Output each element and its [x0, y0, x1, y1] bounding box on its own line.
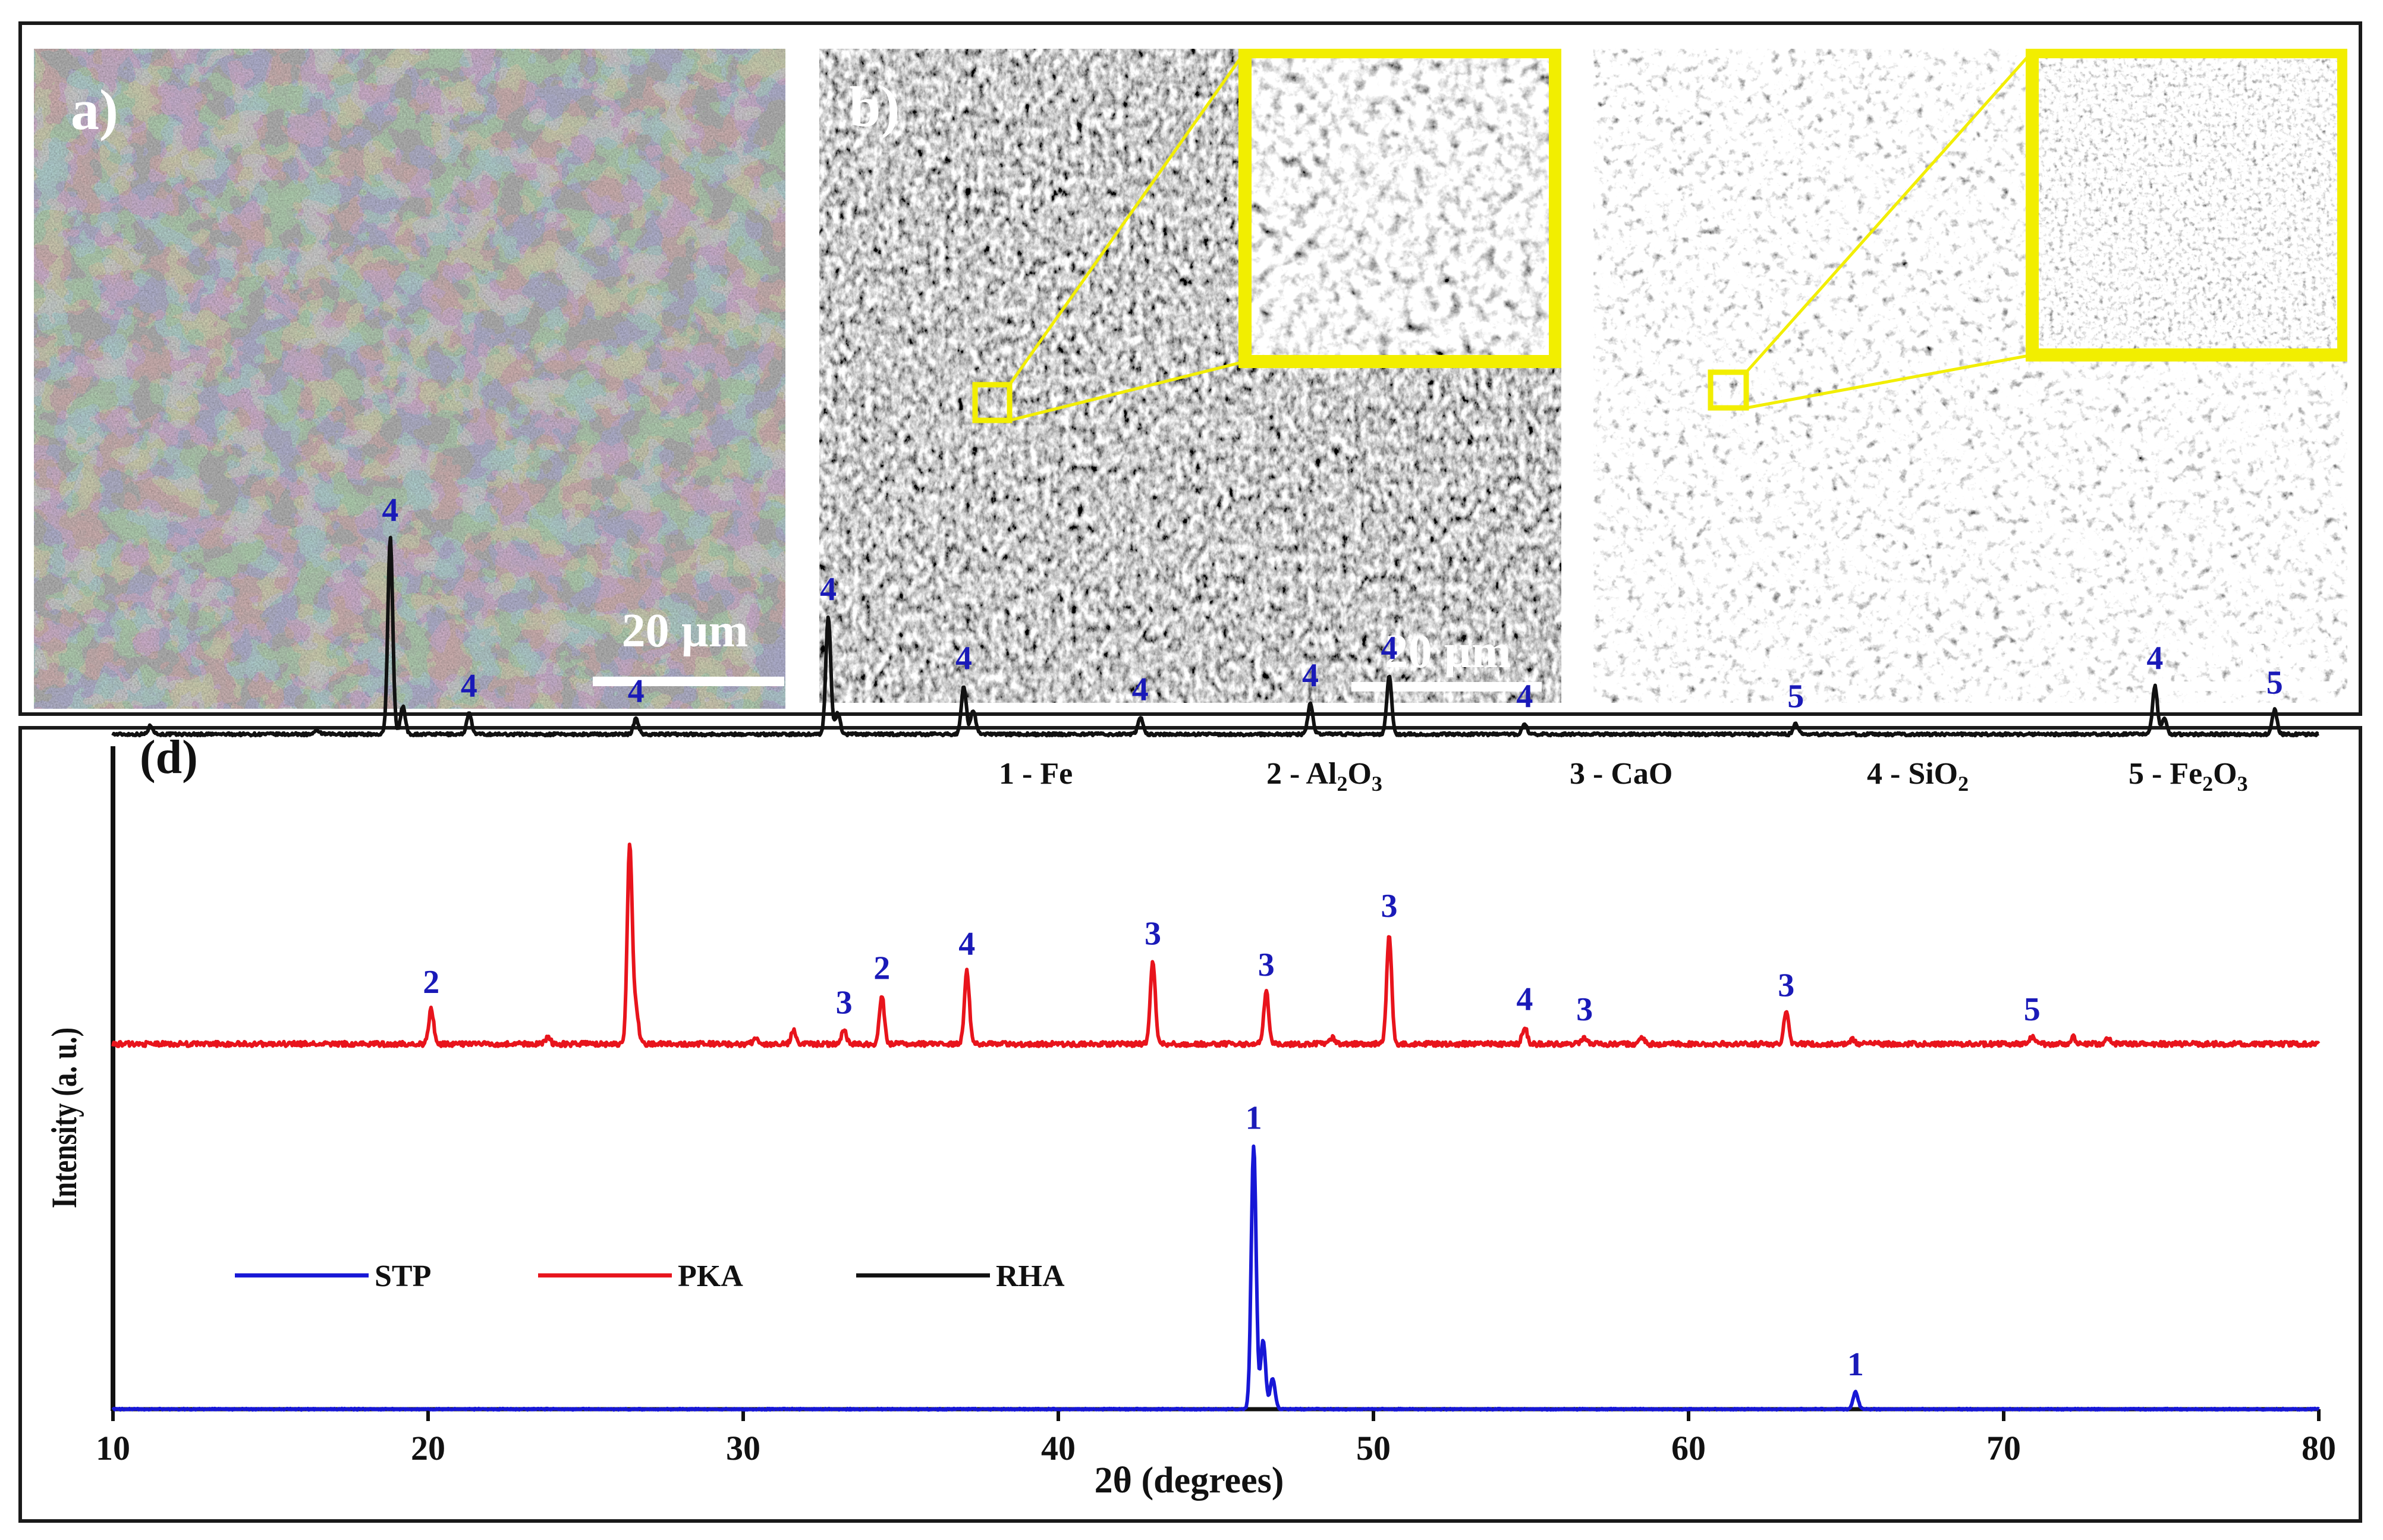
x-tick-label: 10	[96, 1429, 130, 1467]
panel-label-c: c)	[1611, 69, 1656, 133]
peak-label: 1	[1847, 1346, 1864, 1383]
peak-label: 4	[382, 492, 398, 529]
peak-label: 3	[1145, 916, 1161, 953]
legend-label-rha: RHA	[996, 1259, 1065, 1293]
scale-bar-c	[2145, 681, 2337, 691]
series-line-pka	[111, 843, 2321, 1048]
peak-label: 4	[628, 673, 645, 710]
peak-label: 5	[2024, 991, 2041, 1028]
peak-label: 3	[1778, 967, 1794, 1004]
phase-legend-2: 2 - Al2O3	[1266, 757, 1382, 796]
scale-bar-a	[593, 677, 784, 686]
x-tick-label: 20	[411, 1429, 445, 1467]
peak-label: 4	[1381, 630, 1398, 667]
sem-image-c: c) 20 µm	[1593, 49, 2347, 703]
peak-label: 3	[1576, 991, 1593, 1028]
peak-label: 5	[1787, 678, 1804, 715]
x-tick-label: 30	[726, 1429, 760, 1467]
zoom-inset-b	[1238, 49, 1561, 368]
peak-label: 1	[1246, 1099, 1262, 1136]
peak-label: 4	[820, 571, 837, 608]
legend-label-pka: PKA	[678, 1259, 743, 1293]
scale-bar-label-b: 20 µm	[1385, 626, 1511, 678]
x-tick-label: 70	[1986, 1429, 2021, 1467]
peak-label: 4	[1302, 658, 1319, 694]
peak-label: 4	[1132, 671, 1149, 708]
peak-label: 3	[836, 985, 853, 1022]
peak-label: 4	[461, 668, 477, 705]
xrd-figure-frame	[18, 726, 2362, 1523]
peak-label: 3	[1381, 888, 1398, 925]
sem-image-b: b) 20 µm	[819, 49, 1561, 703]
peak-label: 2	[423, 964, 439, 1001]
panel-label-b: b)	[849, 75, 900, 139]
peak-label: 4	[2146, 640, 2163, 677]
panel-label-d: (d)	[140, 731, 198, 784]
peak-label: 5	[2266, 664, 2283, 701]
peak-label: 2	[873, 950, 890, 987]
peak-label: 3	[1258, 947, 1275, 983]
phase-legend-3: 3 - CaO	[1570, 757, 1672, 791]
zoom-inset-c	[2026, 49, 2347, 362]
scale-bar-label-c: 20 µm	[2180, 626, 2307, 678]
panel-label-a: a)	[71, 78, 118, 142]
xrd-series-group	[111, 536, 2321, 1412]
phase-legend-4: 4 - SiO2	[1867, 757, 1969, 796]
xrd-legend: STP PKA RHA 1 - Fe 2 - Al2O3 3 - CaO 4 - SiO2 5…	[235, 757, 2248, 1293]
peak-label: 4	[955, 640, 972, 677]
phase-legend-1: 1 - Fe	[999, 757, 1073, 791]
peak-label: 4	[1516, 981, 1533, 1018]
zoom-selection-box-b	[972, 382, 1013, 423]
zoom-selection-box-c	[1708, 369, 1749, 411]
y-axis-title: Intensity (a. u.)	[44, 1027, 84, 1208]
peak-label: 4	[1516, 678, 1533, 715]
series-line-stp	[111, 1144, 2320, 1412]
x-tick-label: 60	[1671, 1429, 1706, 1467]
x-tick-label: 50	[1356, 1429, 1391, 1467]
phase-legend-5: 5 - Fe2O3	[2129, 757, 2248, 796]
scale-bar-label-a: 20 µm	[622, 605, 749, 657]
x-tick-label: 80	[2302, 1429, 2336, 1467]
peak-label: 4	[958, 926, 975, 963]
scale-bar-b	[1351, 682, 1542, 692]
sem-image-a: a) 20 µm	[34, 49, 785, 709]
x-axis-title: 2θ (degrees)	[1095, 1460, 1284, 1501]
x-tick-label: 40	[1041, 1429, 1076, 1467]
series-line-rha	[111, 536, 2320, 738]
legend-label-stp: STP	[375, 1259, 431, 1293]
xrd-axes: 10 20 30 40 50 60 70 80	[96, 746, 2336, 1467]
